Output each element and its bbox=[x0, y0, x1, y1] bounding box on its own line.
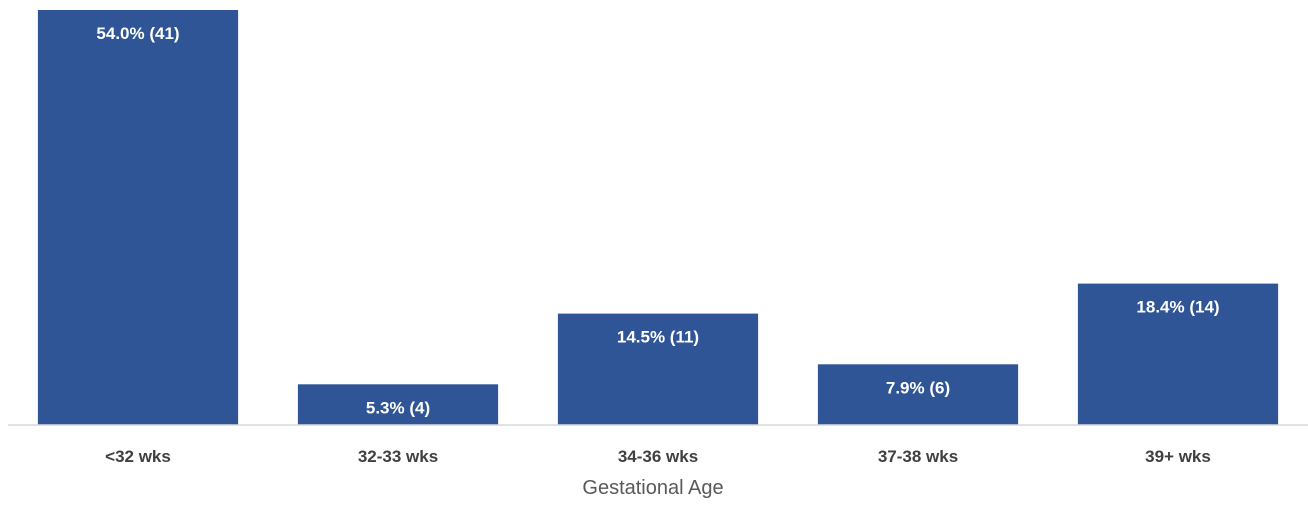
category-label-4: 39+ wks bbox=[1145, 447, 1211, 466]
bar-0 bbox=[37, 10, 239, 425]
category-label-3: 37-38 wks bbox=[878, 447, 958, 466]
bar-data-label-4: 18.4% (14) bbox=[1136, 298, 1219, 317]
bar-data-label-0: 54.0% (41) bbox=[96, 24, 179, 43]
bar-data-label-2: 14.5% (11) bbox=[617, 328, 699, 347]
bar-4 bbox=[1077, 283, 1279, 425]
bar-data-label-1: 5.3% (4) bbox=[366, 398, 430, 417]
labels-group: 54.0% (41) <32 wks 5.3% (4) 32-33 wks 14.5% … bbox=[96, 24, 1219, 466]
bar-2 bbox=[557, 313, 759, 425]
category-label-0: <32 wks bbox=[105, 447, 171, 466]
category-label-1: 32-33 wks bbox=[358, 447, 438, 466]
category-label-2: 34-36 wks bbox=[618, 447, 698, 466]
bar-3 bbox=[817, 364, 1019, 425]
bar-data-label-3: 7.9% (6) bbox=[886, 378, 950, 397]
bar-1 bbox=[297, 384, 499, 425]
x-axis-title: Gestational Age bbox=[582, 477, 723, 499]
bars-group bbox=[37, 10, 1279, 425]
